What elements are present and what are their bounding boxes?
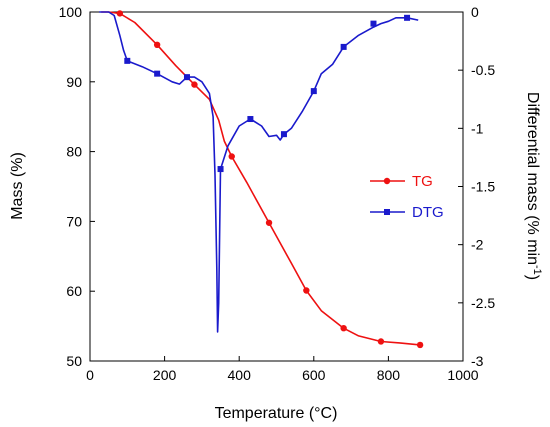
- y2-tick-label: -2: [471, 237, 484, 253]
- legend: TG DTG: [370, 173, 444, 221]
- series-line-tg: [101, 11, 421, 346]
- data-point-tg: [265, 219, 273, 226]
- y2-tick-label: -1.5: [471, 179, 495, 195]
- x-tick-label: 0: [86, 367, 94, 383]
- data-point-tg: [191, 81, 198, 88]
- y-tick-label: 80: [66, 144, 82, 160]
- y2-axis-title-sup: -1: [531, 265, 543, 275]
- x-tick-label: 400: [228, 367, 252, 383]
- data-point-dtg: [370, 20, 377, 27]
- legend-label-tg: TG: [412, 173, 433, 190]
- legend-marker-tg: [383, 177, 391, 185]
- data-point-dtg: [310, 88, 317, 95]
- y-tick-label: 50: [66, 353, 82, 369]
- data-point-tg: [377, 338, 385, 345]
- data-point-dtg: [404, 14, 411, 21]
- x-tick-label: 800: [377, 367, 401, 383]
- x-tick-label: 600: [302, 367, 326, 383]
- y-tick-label: 100: [59, 4, 83, 20]
- y2-axis-title: Differential mass (% min-1): [524, 92, 543, 280]
- data-point-dtg: [280, 131, 287, 138]
- data-point-dtg: [247, 116, 254, 123]
- legend-entry-dtg: DTG: [370, 204, 444, 221]
- x-tick-label: 200: [153, 367, 177, 383]
- data-point-dtg: [340, 43, 347, 50]
- data-point-tg: [153, 41, 161, 49]
- plot-frame: [89, 11, 464, 362]
- data-point-tg: [228, 153, 235, 160]
- x-tick-label: 1000: [447, 367, 478, 383]
- data-point-dtg: [154, 70, 161, 77]
- y2-axis-title-end: ): [524, 275, 541, 280]
- x-axis-title: Temperature (°C): [215, 405, 338, 422]
- data-point-tg: [116, 10, 124, 17]
- data-point-tg: [416, 341, 424, 349]
- y2-tick-label: 0: [471, 4, 479, 20]
- legend-entry-tg: TG: [370, 173, 433, 190]
- legend-label-dtg: DTG: [412, 204, 444, 221]
- y-tick-label: 60: [66, 283, 82, 299]
- y2-tick-label: -0.5: [471, 62, 495, 78]
- y2-tick-label: -1: [471, 120, 484, 136]
- legend-marker-dtg: [384, 209, 390, 215]
- series-layer: [99, 10, 424, 349]
- data-point-dtg: [217, 166, 224, 173]
- data-point-dtg: [183, 74, 190, 81]
- y-axis-title: Mass (%): [9, 152, 26, 220]
- y-tick-label: 70: [66, 213, 82, 229]
- y2-axis-title-main: Differential mass (% min: [524, 92, 541, 265]
- series-line-dtg: [99, 11, 419, 333]
- y-tick-label: 90: [66, 74, 82, 90]
- data-point-dtg: [124, 57, 131, 64]
- data-point-tg: [303, 287, 310, 294]
- y2-tick-label: -3: [471, 353, 484, 369]
- y2-tick-label: -2.5: [471, 295, 495, 311]
- data-point-tg: [340, 324, 347, 332]
